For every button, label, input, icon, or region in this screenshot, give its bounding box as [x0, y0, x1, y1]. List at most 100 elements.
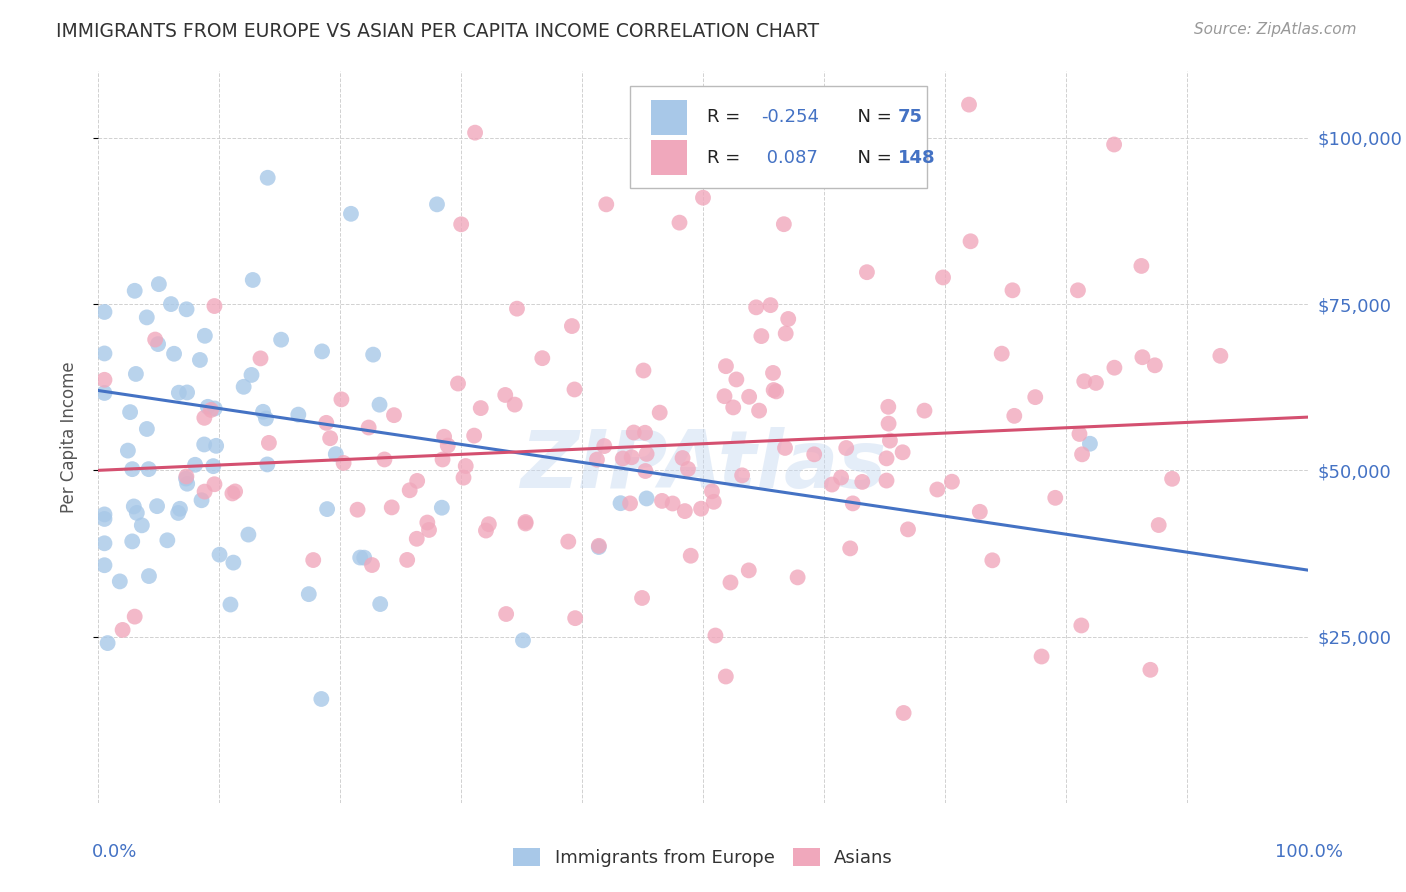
Point [315, 416, 337, 430]
Point [117, 443, 139, 458]
Point [634, 425, 657, 440]
Point [176, 302, 198, 317]
Point [381, 500, 404, 515]
Point [357, 420, 380, 434]
Point [631, 591, 654, 605]
Point [671, 450, 693, 465]
Point [651, 494, 673, 508]
Point [634, 464, 657, 478]
Point [1045, 491, 1067, 505]
Point [738, 390, 761, 404]
Point [803, 447, 825, 461]
Point [692, 191, 714, 205]
Point [879, 434, 901, 448]
Point [160, 297, 183, 311]
Point [495, 607, 517, 621]
Point [121, 462, 143, 476]
Point [531, 351, 554, 366]
Point [1102, 137, 1125, 152]
Point [927, 483, 949, 497]
Point [1071, 447, 1094, 461]
Point [176, 469, 198, 483]
Point [169, 501, 191, 516]
Point [240, 368, 263, 382]
Point [932, 270, 955, 285]
Point [349, 550, 371, 565]
FancyBboxPatch shape [630, 86, 927, 188]
Point [124, 609, 146, 624]
Point [93, 373, 115, 387]
Point [426, 197, 449, 211]
Legend: Immigrants from Europe, Asians: Immigrants from Europe, Asians [513, 847, 893, 867]
Point [839, 541, 862, 556]
Point [93, 536, 115, 550]
Point [464, 126, 486, 140]
Point [786, 570, 808, 584]
Point [851, 475, 873, 489]
Text: 148: 148 [897, 149, 935, 167]
Point [877, 417, 900, 431]
Point [373, 452, 395, 467]
Point [232, 380, 254, 394]
Point [877, 400, 900, 414]
Point [775, 326, 797, 341]
Point [506, 301, 529, 316]
Point [146, 499, 169, 513]
Point [703, 495, 725, 509]
Point [564, 383, 586, 397]
Point [773, 441, 796, 455]
Point [224, 484, 246, 499]
Point [222, 556, 245, 570]
Point [167, 385, 190, 400]
Point [1084, 376, 1107, 390]
Point [311, 692, 333, 706]
Point [316, 502, 339, 516]
Point [1130, 259, 1153, 273]
Point [256, 458, 278, 472]
Point [396, 553, 419, 567]
Point [382, 408, 405, 422]
Point [713, 389, 735, 403]
Point [176, 476, 198, 491]
Point [1073, 374, 1095, 388]
Point [156, 533, 179, 548]
Point [1067, 283, 1090, 297]
Point [174, 471, 197, 485]
Point [436, 438, 458, 452]
Point [193, 437, 215, 451]
Point [636, 491, 658, 506]
Point [990, 346, 1012, 360]
Point [897, 522, 920, 536]
Point [759, 298, 782, 312]
Point [557, 534, 579, 549]
Point [97, 636, 120, 650]
Point [910, 151, 932, 165]
Point [135, 310, 157, 325]
Point [298, 587, 321, 601]
Point [252, 405, 274, 419]
Point [704, 628, 727, 642]
Point [835, 441, 858, 455]
Text: N =: N = [845, 109, 897, 127]
Point [1070, 618, 1092, 632]
Point [636, 447, 658, 461]
Point [512, 633, 534, 648]
Point [738, 563, 761, 577]
Point [454, 458, 477, 473]
Point [124, 284, 146, 298]
Point [1002, 409, 1025, 423]
Point [623, 425, 645, 440]
Point [447, 376, 470, 391]
Point [1069, 427, 1091, 442]
Point [200, 403, 222, 417]
FancyBboxPatch shape [651, 140, 688, 175]
Point [332, 456, 354, 470]
Point [876, 451, 898, 466]
Text: 0.087: 0.087 [761, 149, 818, 167]
Point [762, 366, 785, 380]
Point [197, 400, 219, 414]
Point [131, 518, 153, 533]
Text: IMMIGRANTS FROM EUROPE VS ASIAN PER CAPITA INCOME CORRELATION CHART: IMMIGRANTS FROM EUROPE VS ASIAN PER CAPI… [56, 22, 820, 41]
Point [586, 452, 609, 467]
Point [720, 575, 742, 590]
